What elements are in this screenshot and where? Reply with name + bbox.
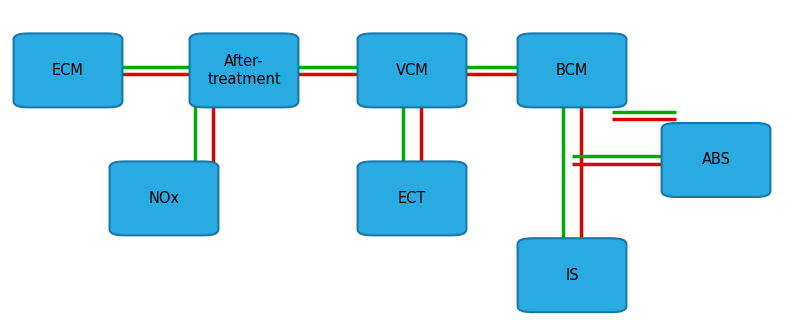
FancyBboxPatch shape bbox=[518, 238, 626, 312]
FancyBboxPatch shape bbox=[358, 33, 466, 108]
Text: ECM: ECM bbox=[52, 63, 84, 78]
FancyBboxPatch shape bbox=[14, 33, 122, 108]
FancyBboxPatch shape bbox=[518, 33, 626, 108]
FancyBboxPatch shape bbox=[190, 33, 298, 108]
Text: ECT: ECT bbox=[398, 191, 426, 206]
Text: After-
treatment: After- treatment bbox=[207, 54, 281, 87]
FancyBboxPatch shape bbox=[662, 123, 770, 197]
Text: ABS: ABS bbox=[702, 153, 730, 167]
FancyBboxPatch shape bbox=[358, 162, 466, 236]
FancyBboxPatch shape bbox=[110, 162, 218, 236]
Text: VCM: VCM bbox=[396, 63, 428, 78]
Text: IS: IS bbox=[565, 268, 579, 283]
Text: NOx: NOx bbox=[149, 191, 179, 206]
Text: BCM: BCM bbox=[556, 63, 588, 78]
